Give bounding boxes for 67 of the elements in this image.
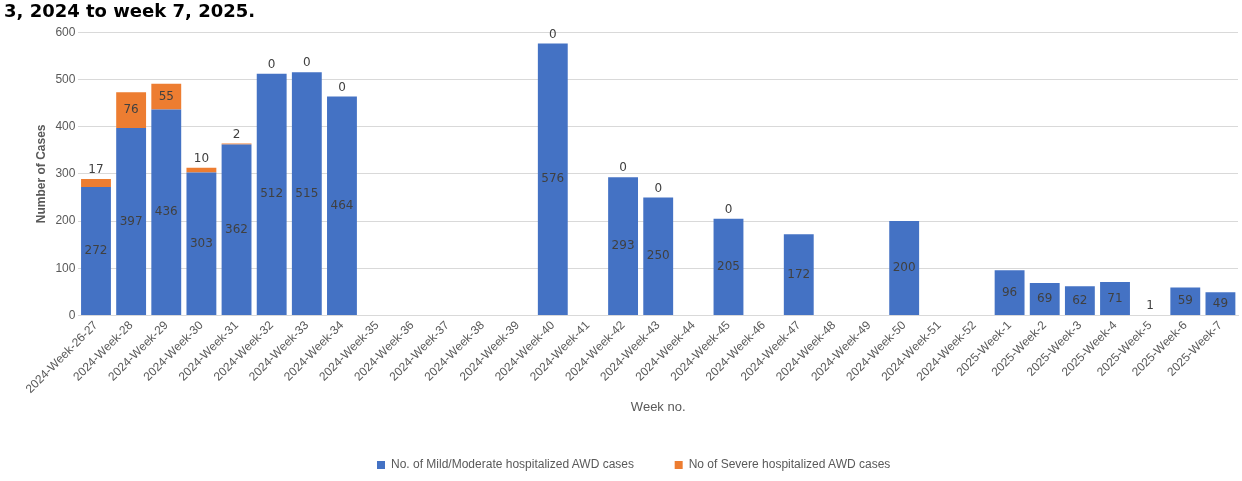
bar — [221, 144, 252, 315]
data-label: 0 — [654, 180, 663, 195]
data-label: 96 — [1001, 284, 1018, 299]
data-label: 2 — [232, 126, 241, 141]
data-label: 49 — [1212, 295, 1229, 310]
x-axis-title: Week no. — [630, 398, 686, 414]
data-label: 59 — [1177, 293, 1193, 308]
data-label: 200 — [892, 260, 916, 275]
data-label: 576 — [541, 171, 565, 186]
data-label: 205 — [717, 258, 740, 273]
data-label: 0 — [548, 26, 557, 41]
data-label: 0 — [619, 160, 627, 175]
bar — [81, 179, 111, 188]
data-label: 397 — [119, 213, 143, 228]
data-label: 0 — [338, 79, 346, 94]
bar — [116, 92, 147, 129]
bar — [186, 172, 217, 315]
data-label: 515 — [295, 185, 319, 200]
data-label: 17 — [88, 162, 104, 177]
data-label: 71 — [1107, 290, 1123, 305]
bar — [713, 218, 744, 315]
y-axis-title: Number of Cases — [33, 124, 48, 224]
bar — [1205, 292, 1236, 315]
data-label: 1 — [1146, 298, 1154, 313]
bar — [256, 73, 287, 315]
bar — [327, 96, 357, 315]
legend-label: No. of Mild/Moderate hospitalized AWD cases — [391, 457, 635, 472]
bar — [151, 109, 182, 315]
chart-title: 3, 2024 to week 7, 2025. — [3, 0, 257, 22]
data-label: 512 — [260, 186, 284, 201]
data-label: 10 — [193, 150, 210, 165]
data-label: 69 — [1037, 291, 1053, 306]
bar — [783, 234, 814, 315]
bar — [151, 83, 182, 110]
data-label: 62 — [1072, 292, 1088, 307]
data-label: 293 — [611, 238, 635, 253]
data-label: 172 — [787, 266, 811, 281]
bar — [994, 270, 1025, 315]
bar — [81, 187, 111, 315]
data-label: 76 — [123, 102, 139, 117]
data-label: 362 — [225, 221, 248, 236]
y-tick-label: 0 — [68, 307, 76, 322]
y-tick-label: 600 — [55, 24, 76, 39]
bar — [1064, 286, 1095, 315]
bar — [1029, 282, 1060, 315]
y-tick-label: 300 — [55, 166, 76, 181]
bar — [1100, 281, 1130, 315]
bar — [889, 221, 920, 315]
y-tick-label: 200 — [55, 213, 76, 228]
data-label: 464 — [330, 197, 354, 212]
bar — [116, 128, 147, 315]
data-label: 436 — [154, 204, 178, 219]
bar — [291, 72, 322, 315]
bar — [537, 43, 568, 315]
data-label: 0 — [267, 56, 276, 71]
y-tick-label: 400 — [55, 118, 76, 133]
data-label: 0 — [303, 55, 311, 70]
data-label: 272 — [84, 243, 108, 258]
data-label: 250 — [646, 248, 670, 263]
legend-label: No of Severe hospitalized AWD cases — [688, 457, 891, 472]
data-label: 0 — [724, 201, 733, 216]
bar — [643, 197, 674, 315]
bar — [608, 177, 639, 315]
data-label: 303 — [189, 235, 213, 250]
data-label: 55 — [158, 88, 174, 103]
y-tick-label: 100 — [55, 260, 76, 275]
y-tick-label: 500 — [55, 71, 76, 86]
